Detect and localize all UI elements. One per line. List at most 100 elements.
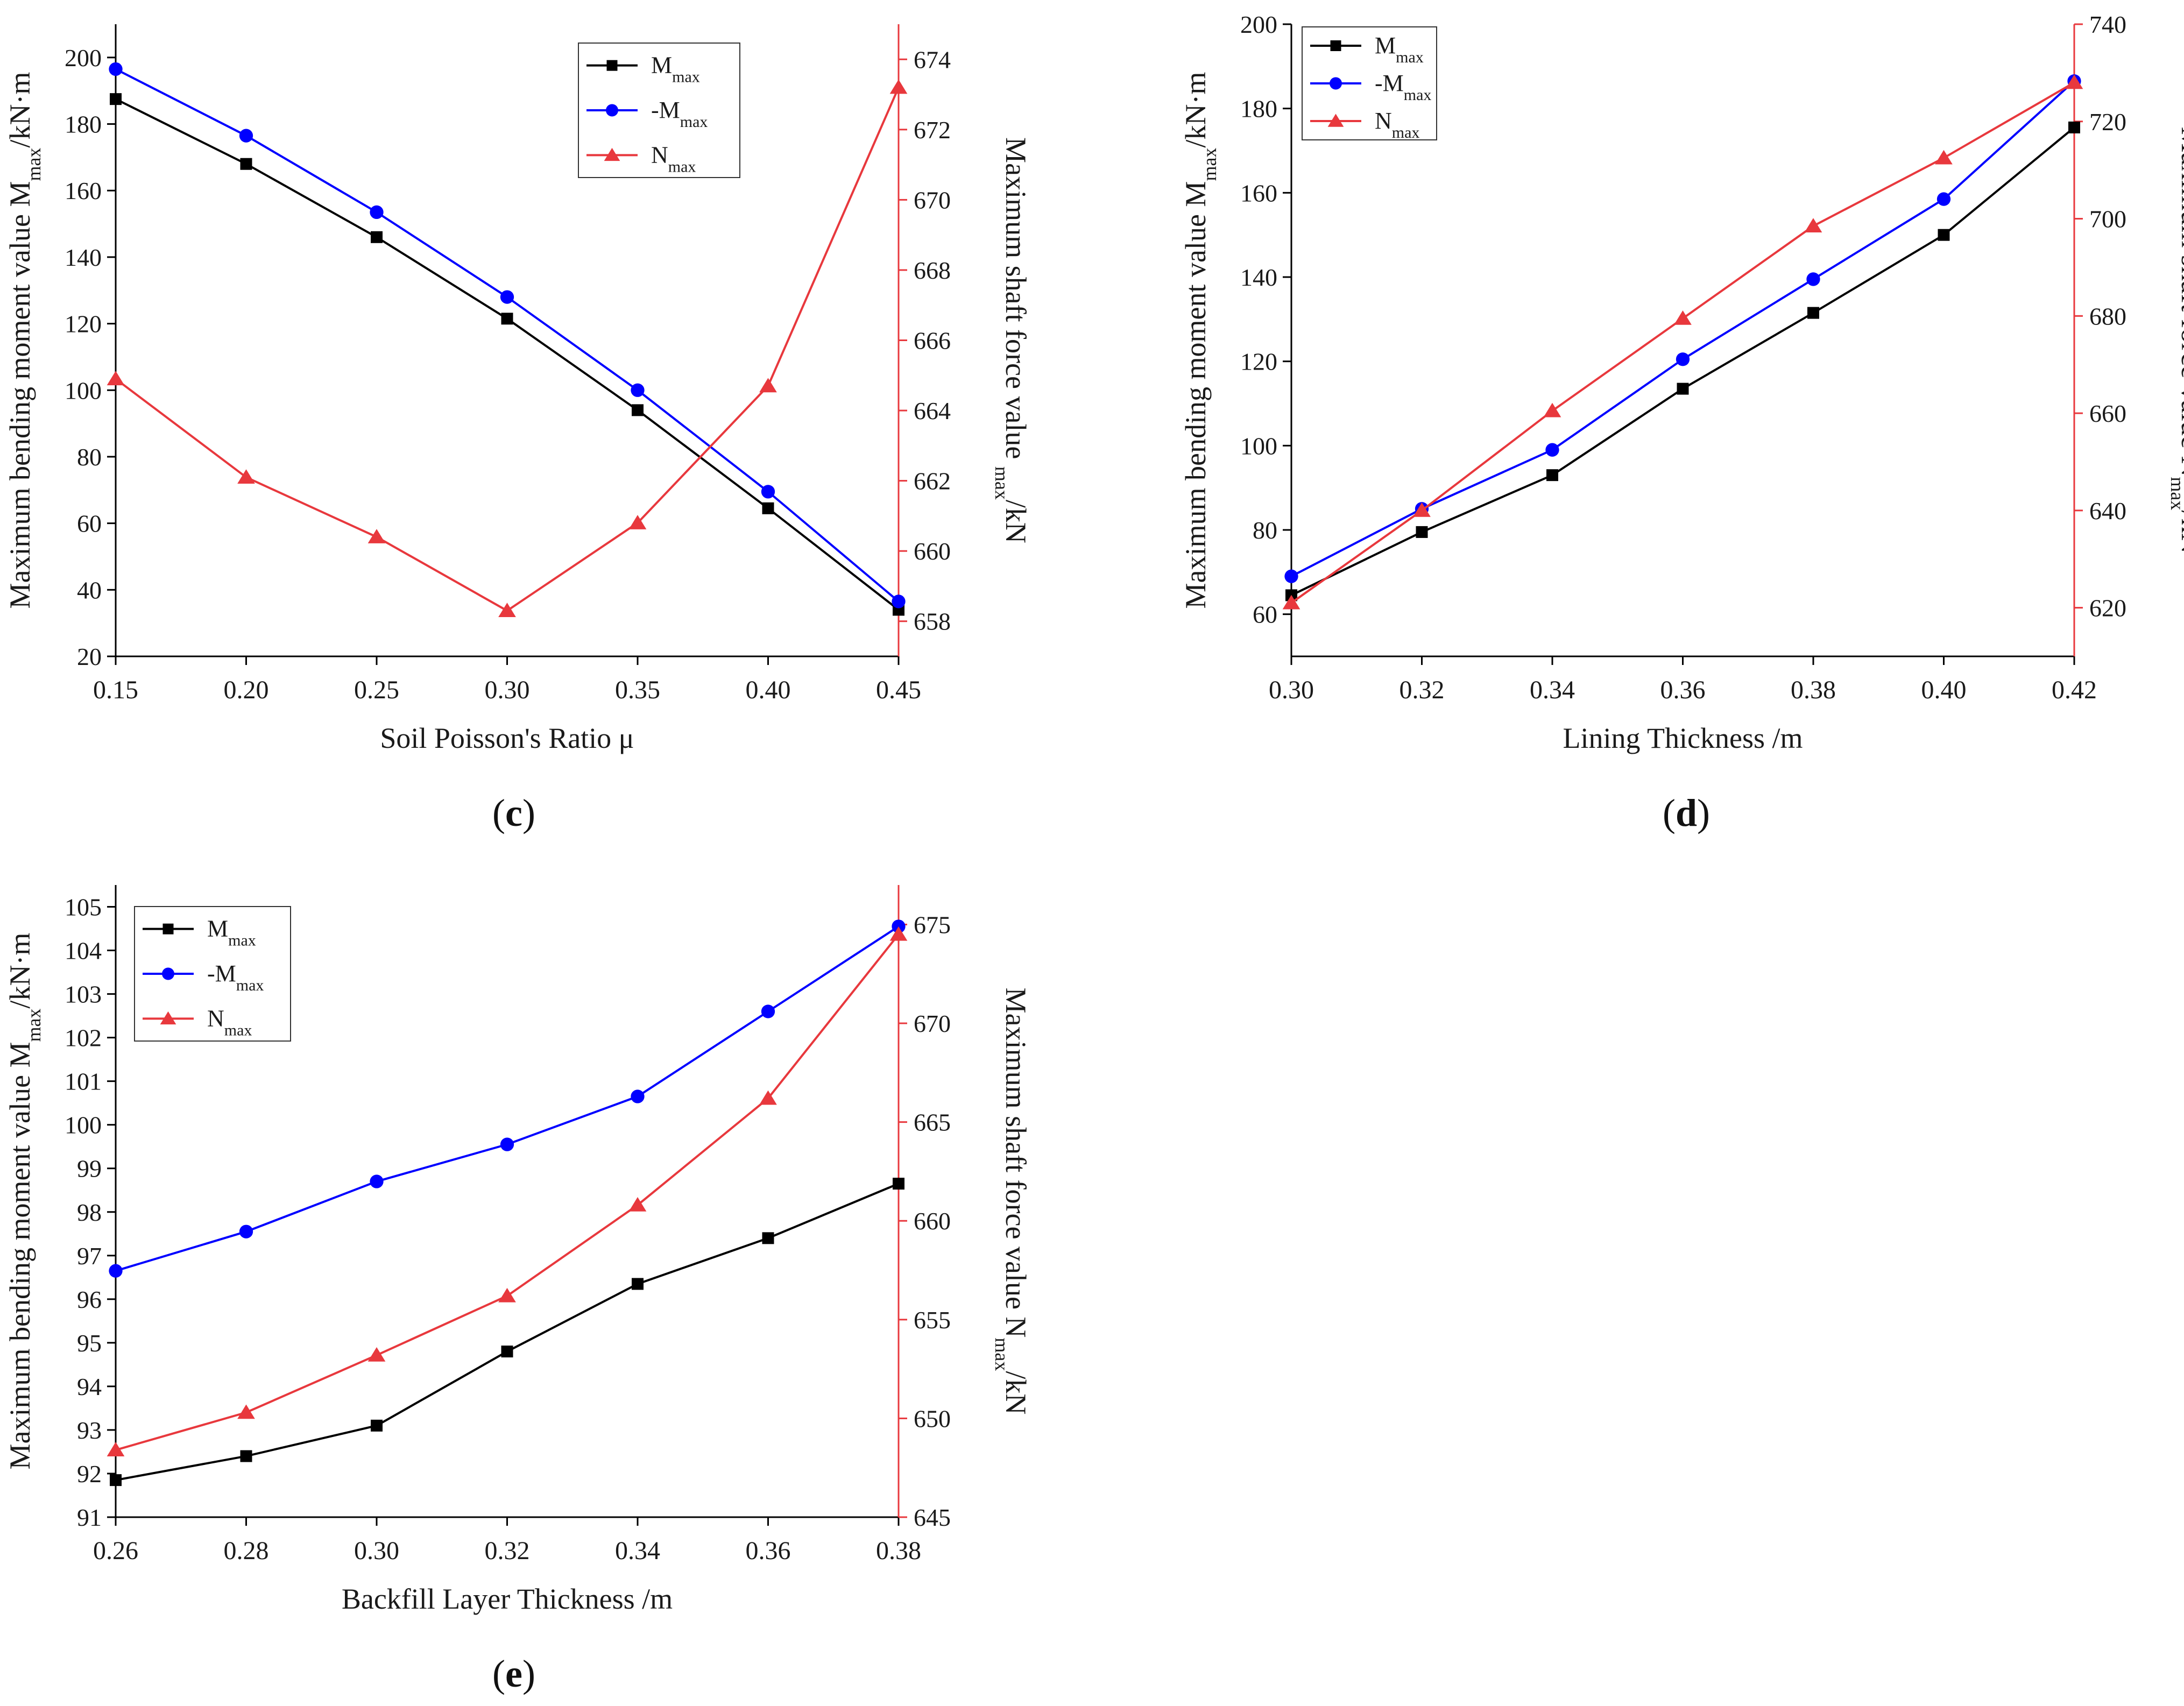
y-right-tick-label: 650: [914, 1405, 951, 1432]
y-left-tick-label: 96: [77, 1286, 102, 1313]
data-point: [893, 1178, 904, 1190]
y-right-tick-label: 660: [2089, 400, 2126, 427]
y-left-tick-label: 20: [77, 643, 102, 670]
x-tick-label: 0.38: [876, 1537, 921, 1565]
data-point: [501, 1346, 513, 1358]
y-right-axis-title: Maximum shaft force value max/kN: [991, 137, 1032, 543]
data-point: [370, 205, 384, 220]
y-right-tick-label: 670: [914, 186, 951, 214]
legend-marker: [1327, 114, 1344, 127]
x-tick-label: 0.28: [224, 1537, 269, 1565]
y-left-tick-label: 140: [65, 244, 102, 271]
x-axis-title: Lining Thickness /m: [1563, 722, 1803, 754]
y-left-tick-label: 100: [65, 377, 102, 404]
y-left-tick-label: 160: [1240, 179, 1277, 207]
data-point: [109, 62, 123, 76]
y-left-tick-label: 180: [1240, 95, 1277, 123]
x-tick-label: 0.30: [1269, 676, 1314, 704]
y-right-tick-label: 680: [2089, 302, 2126, 330]
legend: Mmax -Mmax Nmax: [578, 43, 740, 178]
y-right-tick-label: 740: [2089, 11, 2126, 38]
data-point: [1284, 569, 1298, 583]
legend-marker: [606, 60, 618, 71]
data-point: [1676, 352, 1690, 366]
y-left-tick-label: 180: [65, 111, 102, 138]
y-left-axis-title: Maximum bending moment value Mmax/kN·m: [4, 72, 45, 609]
y-left-tick-label: 104: [65, 937, 102, 965]
data-point: [892, 594, 906, 608]
y-left-tick-label: 80: [1253, 516, 1277, 544]
series-line-nmax: [1290, 81, 2075, 604]
series-line-mmax: [115, 68, 900, 603]
legend-marker: [162, 967, 174, 980]
data-point: [107, 371, 125, 386]
data-point: [1546, 469, 1558, 482]
data-point: [498, 1287, 516, 1302]
data-point: [367, 529, 386, 543]
y-left-tick-label: 60: [77, 510, 102, 537]
x-axis-title: Backfill Layer Thickness /m: [342, 1583, 673, 1615]
data-point: [498, 603, 516, 618]
legend-label: -Mmax: [1375, 70, 1431, 104]
data-point: [371, 1419, 383, 1432]
y-right-tick-label: 660: [914, 537, 951, 565]
data-point: [110, 1474, 122, 1486]
x-tick-label: 0.38: [1791, 676, 1836, 704]
y-right-tick-label: 664: [914, 397, 951, 424]
y-right-axis-title: Maximum shaft force value Nmax/kN: [2167, 127, 2184, 554]
data-point: [501, 313, 513, 325]
data-point: [889, 926, 908, 941]
legend-marker: [1330, 40, 1341, 51]
data-point: [759, 1090, 777, 1105]
legend-marker: [160, 1011, 176, 1025]
y-left-tick-label: 120: [65, 310, 102, 338]
data-point: [762, 1232, 774, 1244]
y-left-tick-label: 40: [77, 576, 102, 604]
caption-c: (c): [492, 791, 535, 834]
data-point: [761, 485, 775, 499]
y-right-tick-label: 672: [914, 116, 951, 144]
legend-marker: [1330, 77, 1342, 90]
y-left-tick-label: 60: [1253, 601, 1277, 628]
y-left-tick-label: 99: [77, 1155, 102, 1183]
y-left-tick-label: 91: [77, 1504, 102, 1531]
legend-label: Mmax: [1375, 32, 1424, 66]
data-point: [1674, 310, 1692, 325]
data-point: [1413, 502, 1431, 517]
legend-label: Nmax: [651, 141, 696, 175]
legend: Mmax -Mmax Nmax: [1302, 26, 1437, 141]
y-left-tick-label: 98: [77, 1199, 102, 1226]
legend: Mmax -Mmax Nmax: [134, 906, 291, 1042]
y-left-tick-label: 105: [65, 894, 102, 921]
data-point: [109, 1264, 123, 1278]
legend-marker: [606, 104, 618, 117]
y-right-tick-label: 658: [914, 608, 951, 635]
data-point: [889, 79, 908, 94]
data-point: [628, 1197, 647, 1212]
y-right-tick-label: 720: [2089, 108, 2126, 136]
y-left-tick-label: 93: [77, 1417, 102, 1444]
series-line-mmax: [115, 1183, 899, 1482]
y-left-tick-label: 80: [77, 443, 102, 471]
data-point: [240, 1450, 252, 1462]
data-point: [2068, 121, 2080, 133]
data-point: [762, 502, 774, 514]
data-point: [500, 1137, 514, 1151]
x-tick-label: 0.40: [1921, 676, 1967, 704]
data-point: [631, 383, 645, 397]
y-left-tick-label: 94: [77, 1373, 102, 1400]
data-point: [107, 1442, 125, 1457]
y-right-tick-label: 700: [2089, 206, 2126, 233]
x-tick-label: 0.34: [615, 1537, 660, 1565]
data-point: [237, 469, 255, 484]
x-tick-label: 0.36: [1660, 676, 1706, 704]
data-point: [628, 515, 647, 529]
y-right-tick-label: 666: [914, 327, 951, 355]
data-point: [1545, 443, 1559, 457]
data-point: [370, 1174, 384, 1188]
data-point: [367, 1347, 386, 1362]
chart-panel-d: 0.30 0.32 0.34 0.36 0.38 0.40 0.42 60 80 100 120 14…: [1179, 11, 2184, 754]
legend-marker: [162, 923, 174, 935]
data-point: [1804, 218, 1822, 232]
